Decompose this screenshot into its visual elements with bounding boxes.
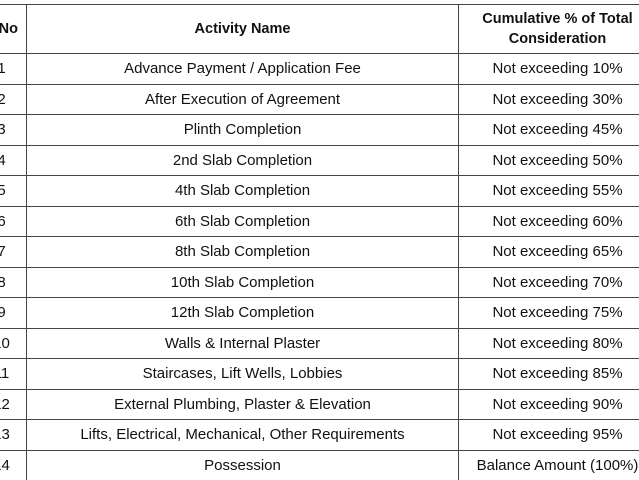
table-row: 4 2nd Slab Completion Not exceeding 50% [0,144,639,176]
table-row: 14PossessionBalance Amount (100%) [0,449,639,480]
table-cell: Not exceeding 55% [458,175,639,207]
table-row: 7 8th Slab Completion Not exceeding 65% [0,236,639,268]
table-cell: 12 [0,388,27,420]
table-cell: 4th Slab Completion [26,175,459,207]
table-cell: 4 [0,144,27,176]
table-cell: Not exceeding 30% [458,83,639,115]
table-cell: Not exceeding 90% [458,388,639,420]
table-row: 13Lifts, Electrical, Mechanical, Other R… [0,419,639,451]
table-row: 6 6th Slab Completion Not exceeding 60% [0,205,639,237]
header-cell: Cumulative % of Total Consideration [458,4,639,54]
table-cell: 1 [0,53,27,85]
table-row: 9 12th Slab Completion Not exceeding 75% [0,297,639,329]
table-row: 1 Advance Payment / Application Fee Not ex… [0,53,639,85]
table-cell: 13 [0,419,27,451]
table-cell: External Plumbing, Plaster & Elevation [26,388,459,420]
table-cell: Not exceeding 65% [458,236,639,268]
header-cell: Activity Name [26,4,459,54]
table-cell: Not exceeding 10% [458,53,639,85]
table-cell: 11 [0,358,27,390]
header-row: S.No Activity Name Cumulative % of Total… [0,4,639,54]
table-cell: Not exceeding 75% [458,297,639,329]
table-cell: 7 [0,236,27,268]
table-cell: 2 [0,83,27,115]
table-cell: Not exceeding 80% [458,327,639,359]
table-cell: Not exceeding 45% [458,114,639,146]
table-cell: 8 [0,266,27,298]
table-cell: 5 [0,175,27,207]
table-cell: Staircases, Lift Wells, Lobbies [26,358,459,390]
table-row: 2 After Execution of Agreement Not exceedi… [0,83,639,115]
table-cell: Lifts, Electrical, Mechanical, Other Req… [26,419,459,451]
table-row: 3 Plinth Completion Not exceeding 45% [0,114,639,146]
table-cell: Not exceeding 70% [458,266,639,298]
table-cell: Plinth Completion [26,114,459,146]
header-cell: S.No [0,4,27,54]
table-body: 1 Advance Payment / Application Fee Not ex… [0,53,639,480]
table-cell: Not exceeding 50% [458,144,639,176]
table-cell: Advance Payment / Application Fee [26,53,459,85]
table-row: 8 10th Slab Completion Not exceeding 70% [0,266,639,298]
table-cell: Possession [26,449,459,480]
table-cell: Walls & Internal Plaster [26,327,459,359]
table-row: 12External Plumbing, Plaster & Elevation… [0,388,639,420]
table-cell: 10th Slab Completion [26,266,459,298]
table-cell: Not exceeding 85% [458,358,639,390]
table-cell: 3 [0,114,27,146]
table-cell: Not exceeding 60% [458,205,639,237]
table-cell: Not exceeding 95% [458,419,639,451]
table-cell: 8th Slab Completion [26,236,459,268]
table-cell: 6th Slab Completion [26,205,459,237]
table-cell: 14 [0,449,27,480]
table-cell: After Execution of Agreement [26,83,459,115]
table-cell: 10 [0,327,27,359]
table-cell: 2nd Slab Completion [26,144,459,176]
table-cell: 9 [0,297,27,329]
table-cell: Balance Amount (100%) [458,449,639,480]
payment-schedule-table: S.No Activity Name Cumulative % of Total… [0,4,639,480]
table-cell: 12th Slab Completion [26,297,459,329]
table-row: 5 4th Slab Completion Not exceeding 55% [0,175,639,207]
table-cell: 6 [0,205,27,237]
